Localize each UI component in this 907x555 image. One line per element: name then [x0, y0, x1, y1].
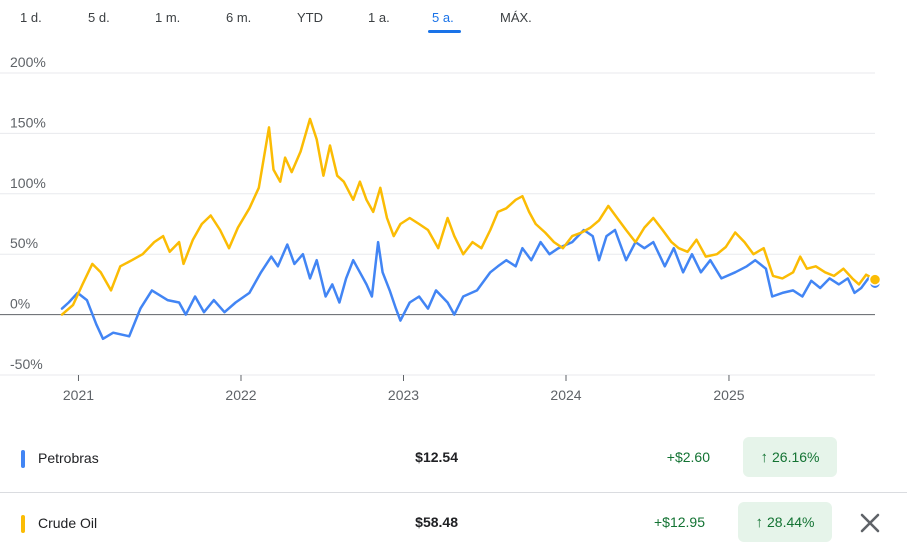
series-color-swatch	[21, 515, 25, 533]
y-tick-label: 200%	[10, 54, 46, 70]
y-tick-label: 150%	[10, 114, 46, 130]
tab-5-days[interactable]: 5 d.	[88, 10, 110, 25]
x-tick-label: 2022	[225, 387, 256, 403]
y-tick-label: -50%	[10, 356, 43, 372]
tab-1-year[interactable]: 1 a.	[368, 10, 390, 25]
x-tick-label: 2024	[550, 387, 581, 403]
tab-5-years[interactable]: 5 a.	[432, 10, 454, 25]
arrow-up-icon: ↑	[755, 513, 764, 531]
tab-1-day[interactable]: 1 d.	[20, 10, 42, 25]
time-range-tabs: 1 d. 5 d. 1 m. 6 m. YTD 1 a. 5 a. MÁX.	[0, 0, 907, 40]
series-line-petrobras	[60, 228, 877, 341]
series-endpoint-crude-oil	[868, 273, 882, 286]
series-line-crude-oil	[60, 117, 877, 316]
series-change: +$2.60	[666, 449, 710, 465]
x-tick-label: 2021	[63, 387, 94, 403]
series-row-crude-oil: Crude Oil $58.48 +$12.95 ↑ 28.44%	[0, 492, 907, 555]
series-price: $12.54	[415, 449, 458, 465]
tab-ytd[interactable]: YTD	[297, 10, 323, 25]
tab-max[interactable]: MÁX.	[500, 10, 532, 25]
arrow-up-icon: ↑	[760, 448, 769, 466]
y-tick-label: 0%	[10, 296, 30, 312]
percent-change-value: 26.16%	[772, 449, 820, 465]
active-tab-indicator	[428, 30, 461, 33]
y-tick-label: 50%	[10, 235, 38, 251]
series-name: Crude Oil	[38, 515, 98, 531]
percent-change-value: 28.44%	[767, 514, 815, 530]
comparison-line-chart: -50% 0% 50% 100% 150% 200% 2021 2022 2023 2024 20…	[0, 54, 882, 403]
series-price: $58.48	[415, 514, 458, 530]
series-row-petrobras: Petrobras $12.54 +$2.60 ↑ 26.16%	[0, 428, 907, 490]
x-tick-label: 2025	[713, 387, 744, 403]
tab-1-month[interactable]: 1 m.	[155, 10, 181, 25]
series-name: Petrobras	[38, 450, 99, 466]
percent-change-badge: ↑ 28.44%	[738, 502, 832, 542]
tab-6-months[interactable]: 6 m.	[226, 10, 252, 25]
x-tick-label: 2023	[388, 387, 419, 403]
close-icon[interactable]	[854, 507, 886, 539]
percent-change-badge: ↑ 26.16%	[743, 437, 837, 477]
y-tick-label: 100%	[10, 175, 46, 191]
series-change: +$12.95	[654, 514, 705, 530]
series-color-swatch	[21, 450, 25, 468]
